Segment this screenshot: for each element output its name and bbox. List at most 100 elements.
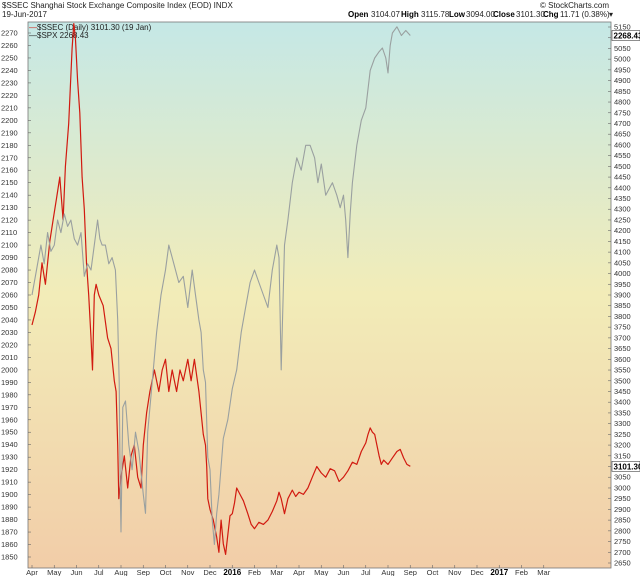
x-tick-label: Apr: [26, 568, 38, 576]
y-right-tick-label: 4550: [614, 151, 631, 160]
y-right-tick-label: 2900: [614, 505, 631, 514]
y-right-tick-label: 4150: [614, 237, 631, 246]
x-tick-label: Jun: [337, 568, 349, 576]
ssec-last-label: 3101.30: [614, 462, 640, 471]
y-left-tick-label: 1890: [1, 503, 18, 512]
x-tick-label: 2016: [223, 568, 241, 576]
y-left-tick-label: 2220: [1, 91, 18, 100]
y-right-tick-label: 3000: [614, 483, 631, 492]
y-left-tick-label: 2180: [1, 141, 18, 150]
y-left-tick-label: 2230: [1, 78, 18, 87]
y-left-tick-label: 2000: [1, 365, 18, 374]
y-right-tick-label: 4450: [614, 173, 631, 182]
y-right-tick-label: 4200: [614, 226, 631, 235]
x-tick-label: Jul: [361, 568, 371, 576]
y-right-tick-label: 4900: [614, 76, 631, 85]
y-left-tick-label: 1850: [1, 553, 18, 562]
y-left-tick-label: 2110: [1, 228, 17, 237]
y-left-tick-label: 1870: [1, 528, 18, 537]
y-left-tick-label: 2090: [1, 253, 18, 262]
y-right-tick-label: 4300: [614, 205, 631, 214]
y-right-tick-label: 3550: [614, 366, 631, 375]
y-left-tick-label: 2020: [1, 340, 18, 349]
x-tick-label: Nov: [448, 568, 462, 576]
low-value: 3094.00: [466, 10, 495, 19]
ohlc-readout: Open 3104.07 High 3115.78 Low 3094.00 Cl…: [348, 10, 613, 19]
open-label: Open: [348, 10, 369, 19]
x-tick-label: Feb: [248, 568, 261, 576]
y-right-tick-label: 4050: [614, 258, 631, 267]
y-right-tick-label: 3150: [614, 451, 631, 460]
x-tick-label: Apr: [293, 568, 305, 576]
y-left-tick-label: 2270: [1, 29, 18, 38]
y-left-tick-label: 2260: [1, 41, 18, 50]
y-right-tick-label: 5150: [614, 23, 631, 32]
x-tick-label: Mar: [537, 568, 550, 576]
legend-spx-label: $SPX 2268.43: [37, 31, 89, 40]
y-right-tick-label: 4400: [614, 183, 631, 192]
y-right-tick-label: 3950: [614, 280, 631, 289]
y-left-tick-label: 1860: [1, 540, 18, 549]
x-tick-label: Dec: [470, 568, 484, 576]
y-right-tick-label: 4500: [614, 162, 631, 171]
spx-last-label: 2268.43: [614, 31, 640, 40]
y-left-tick-label: 1990: [1, 378, 18, 387]
y-right-tick-label: 4650: [614, 130, 631, 139]
high-value: 3115.78: [421, 10, 450, 19]
y-right-tick-label: 2650: [614, 559, 631, 568]
y-right-tick-label: 3300: [614, 419, 631, 428]
x-tick-label: 2017: [490, 568, 508, 576]
y-right-tick-label: 3850: [614, 301, 631, 310]
x-tick-label: Sep: [404, 568, 417, 576]
y-right-tick-label: 4000: [614, 269, 631, 278]
y-left-tick-label: 2010: [1, 353, 18, 362]
close-value: 3101.30: [516, 10, 545, 19]
y-right-tick-label: 3050: [614, 473, 631, 482]
x-tick-label: Aug: [381, 568, 394, 576]
y-left-tick-label: 2130: [1, 203, 18, 212]
y-left-tick-label: 2210: [1, 103, 18, 112]
y-left-tick-label: 1920: [1, 465, 18, 474]
y-left-tick-label: 2200: [1, 116, 18, 125]
y-right-tick-label: 4750: [614, 108, 631, 117]
y-left-tick-label: 2100: [1, 241, 18, 250]
open-value: 3104.07: [371, 10, 400, 19]
high-label: High: [401, 10, 419, 19]
y-left-tick-label: 1950: [1, 428, 18, 437]
y-left-tick-label: 2120: [1, 216, 18, 225]
y-left-tick-label: 2040: [1, 315, 18, 324]
y-left-tick-label: 2240: [1, 66, 18, 75]
y-left-tick-label: 2250: [1, 53, 18, 62]
y-right-tick-label: 4250: [614, 215, 631, 224]
y-right-tick-label: 4100: [614, 248, 631, 257]
x-tick-label: May: [47, 568, 61, 576]
x-tick-label: Sep: [137, 568, 150, 576]
y-left-tick-label: 1960: [1, 415, 18, 424]
y-right-tick-label: 4950: [614, 65, 631, 74]
y-right-tick-label: 3400: [614, 398, 631, 407]
y-right-tick-label: 2850: [614, 516, 631, 525]
x-tick-label: Aug: [114, 568, 127, 576]
x-tick-label: Mar: [270, 568, 283, 576]
y-right-tick-label: 4600: [614, 140, 631, 149]
y-right-tick-label: 4850: [614, 87, 631, 96]
y-right-tick-label: 5000: [614, 55, 631, 64]
y-left-tick-label: 1910: [1, 478, 18, 487]
y-right-tick-label: 2800: [614, 526, 631, 535]
y-right-tick-label: 3800: [614, 312, 631, 321]
chg-down-icon: ▾: [609, 10, 613, 19]
y-left-tick-label: 1880: [1, 515, 18, 524]
y-right-tick-label: 3650: [614, 344, 631, 353]
y-axis-right: 5150510050505000495049004850480047504700…: [608, 23, 631, 568]
chart-title: $SSEC Shanghai Stock Exchange Composite …: [2, 1, 233, 10]
y-left-tick-label: 2160: [1, 166, 18, 175]
chg-label: Chg: [543, 10, 559, 19]
x-tick-label: Oct: [160, 568, 173, 576]
watermark: © StockCharts.com: [540, 1, 609, 10]
y-right-tick-label: 3250: [614, 430, 631, 439]
y-left-tick-label: 2140: [1, 191, 18, 200]
y-right-tick-label: 4350: [614, 194, 631, 203]
y-left-tick-label: 2190: [1, 128, 18, 137]
x-tick-label: Nov: [181, 568, 195, 576]
